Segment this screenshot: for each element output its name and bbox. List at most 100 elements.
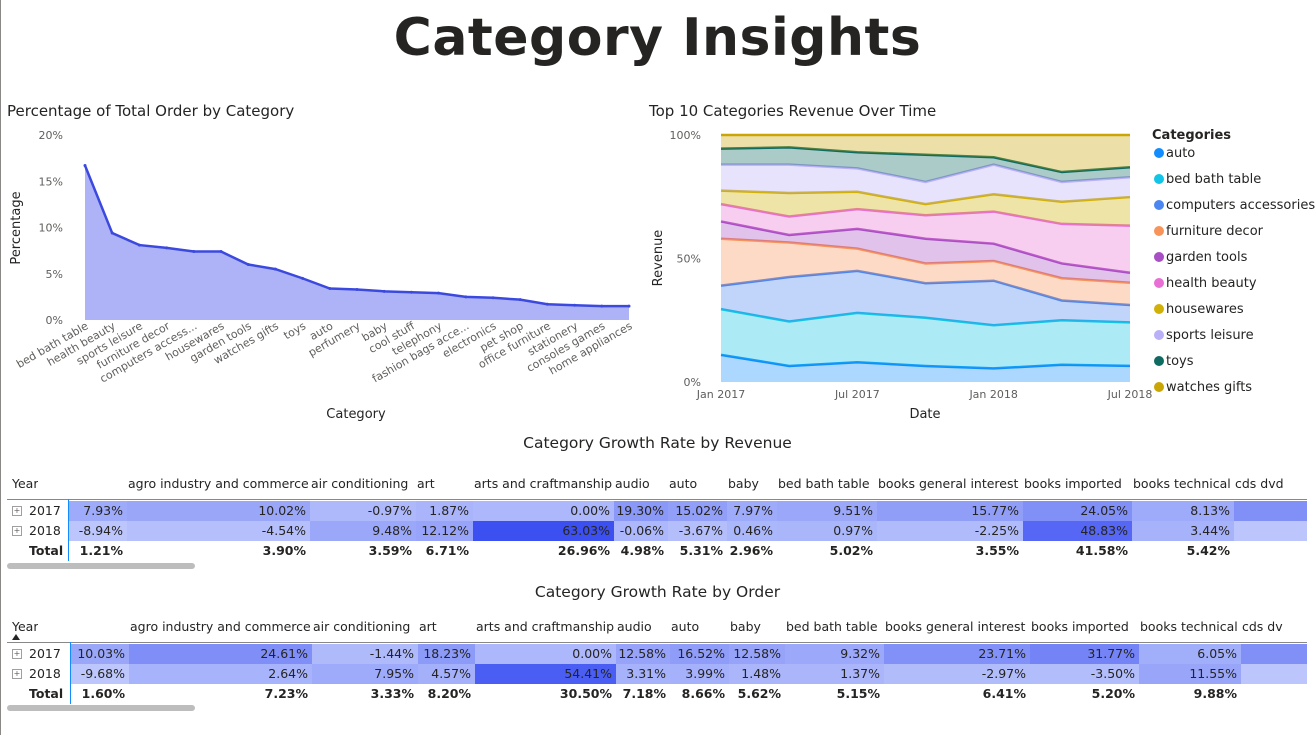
column-header[interactable]: books general interest [878, 476, 1019, 491]
table-cell: 19.30% [614, 501, 668, 521]
data-point [355, 287, 359, 291]
data-point [518, 298, 522, 302]
table-cell: 5.42% [1186, 543, 1230, 558]
column-header[interactable]: books technical [1133, 476, 1231, 491]
column-header[interactable]: auto [671, 619, 700, 634]
data-point [573, 303, 577, 307]
table-cell: 8.66% [681, 686, 725, 701]
table-cell: 5.15% [836, 686, 880, 701]
total-row: Total 1.21% 3.90% 3.59% 6.71% 26.96% 4.98% 5.31… [7, 541, 1307, 561]
expand-icon[interactable]: + [12, 669, 22, 679]
y-tick-label: 10% [39, 222, 63, 235]
expand-icon[interactable]: + [12, 506, 22, 516]
frame-border [0, 0, 1, 735]
table-cell: 3.33% [370, 686, 414, 701]
series-area-computers-accessories [721, 270, 1130, 326]
column-header[interactable]: books imported [1031, 619, 1129, 634]
page-title: Category Insights [393, 8, 922, 68]
table-cell: 30.50% [559, 686, 612, 701]
column-header[interactable]: books general interest [885, 619, 1026, 634]
data-point [83, 164, 87, 168]
growth-order-scrollbar[interactable] [7, 705, 195, 711]
legend-label: auto [1166, 146, 1195, 161]
table-cell: -2.25% [877, 521, 1023, 541]
column-header[interactable]: audio [615, 476, 650, 491]
column-header[interactable]: agro industry and commerce [130, 619, 311, 634]
table-cell: 5.62% [737, 686, 781, 701]
table-cell: 6.05% [1139, 644, 1241, 664]
column-header[interactable]: baby [728, 476, 759, 491]
legend-label: sports leisure [1166, 328, 1254, 343]
column-header[interactable]: books technical [1140, 619, 1238, 634]
series-line-furniture-decor [720, 237, 1131, 284]
table-cell: 26.96% [557, 543, 610, 558]
y-tick-label: 0% [46, 314, 63, 327]
table-cell: 9.48% [310, 521, 416, 541]
table-cell: -0.06% [614, 521, 668, 541]
data-point [328, 287, 332, 291]
table-cell: 0.97% [777, 521, 877, 541]
column-header[interactable]: cds dv [1242, 619, 1283, 634]
year-header[interactable]: Year [12, 476, 39, 491]
legend-marker [1154, 356, 1164, 366]
series-area-auto [721, 354, 1130, 382]
table-cell: 16.52% [670, 644, 729, 664]
row-header-divider [68, 499, 69, 561]
order-share-area [85, 165, 629, 320]
table-row: 2017 +10.03% 24.61% -1.44% 18.23% 0.00% 12.58%… [7, 644, 1307, 664]
y-tick-label: 15% [39, 175, 63, 188]
table-cell [1241, 644, 1307, 664]
expand-icon[interactable]: + [12, 649, 22, 659]
table-cell: 12.58% [729, 644, 785, 664]
table-cell: 3.31% [616, 664, 670, 684]
table-cell: 7.95% [312, 664, 418, 684]
legend-label: housewares [1166, 302, 1244, 317]
order-share-chart-title: Percentage of Total Order by Category [7, 102, 295, 120]
column-header[interactable]: arts and craftmanship [476, 619, 615, 634]
growth-revenue-matrix[interactable]: Year agro industry and commerce air condit… [7, 476, 1307, 566]
growth-revenue-scrollbar[interactable] [7, 563, 195, 569]
table-cell: 2.64% [129, 664, 312, 684]
x-tick-label: toys [281, 319, 308, 342]
column-header[interactable]: cds dvd [1235, 476, 1284, 491]
table-cell: 1.60% [81, 686, 125, 701]
table-cell: 10.02% [127, 501, 310, 521]
column-header[interactable]: auto [669, 476, 698, 491]
table-cell: 9.88% [1193, 686, 1237, 701]
series-line-garden-tools [720, 220, 1131, 275]
table-cell [1234, 541, 1307, 561]
table-cell: 3.99% [670, 664, 729, 684]
table-cell: 48.83% [1023, 521, 1132, 541]
series-line-sports-leisure [721, 163, 1131, 184]
table-cell: 2.96% [729, 543, 773, 558]
year-header[interactable]: Year [12, 619, 39, 634]
table-cell: 15.77% [877, 501, 1023, 521]
legend-marker [1154, 278, 1164, 288]
growth-order-matrix[interactable]: Year agro industry and commerce air condit… [7, 619, 1307, 709]
table-cell: 7.23% [264, 686, 308, 701]
column-header[interactable]: air conditioning [313, 619, 411, 634]
column-header[interactable]: art [419, 619, 437, 634]
y-tick-label: 50% [677, 253, 701, 266]
column-header[interactable]: books imported [1024, 476, 1122, 491]
revenue-time-chart[interactable]: 0% 50% 100% Jan 2017 Jul 2017 Jan 2018 Jul 201… [640, 120, 1315, 425]
sort-ascending-icon[interactable] [12, 634, 20, 640]
series-area-furniture-decor [721, 238, 1130, 306]
column-header[interactable]: bed bath table [786, 619, 878, 634]
x-axis-title: Date [909, 407, 940, 422]
column-header[interactable]: arts and craftmanship [474, 476, 613, 491]
table-cell: 7.97% [727, 501, 777, 521]
expand-icon[interactable]: + [12, 526, 22, 536]
column-header[interactable]: baby [730, 619, 761, 634]
table-cell: -9.68% [71, 664, 129, 684]
column-header[interactable]: art [417, 476, 435, 491]
column-header[interactable]: agro industry and commerce [128, 476, 309, 491]
table-cell: 0.46% [727, 521, 777, 541]
series-area-watches-gifts [721, 135, 1130, 173]
column-header[interactable]: bed bath table [778, 476, 870, 491]
table-cell [1241, 664, 1307, 684]
column-header[interactable]: audio [617, 619, 652, 634]
data-point [600, 304, 604, 308]
column-header[interactable]: air conditioning [311, 476, 409, 491]
